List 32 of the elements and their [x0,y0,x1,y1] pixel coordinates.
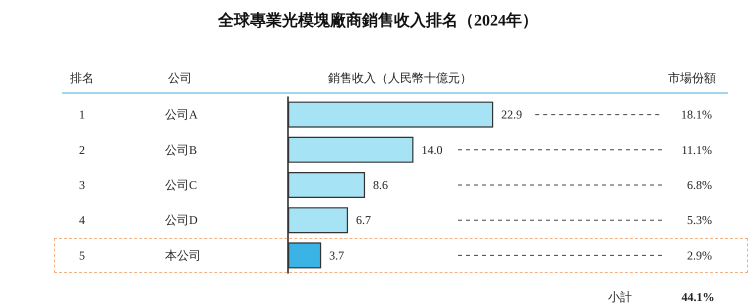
text: 11.1% [681,142,712,157]
text: 5.3% [687,213,712,228]
bar [288,102,494,128]
y-axis-title: 公司 [168,71,192,85]
text: 小計 [608,290,632,304]
data-label: 6.7 [356,213,372,228]
y-tick-label: 公司C [165,178,198,192]
data-label: 8.6 [373,178,388,192]
text: 18.1% [681,108,712,122]
text: 排名 [70,71,94,85]
text: 市場份額 [668,71,716,85]
text: 44.1% [682,290,714,304]
y-tick-label: 本公司 [165,248,201,262]
bar [288,136,414,163]
text: 6.8% [687,178,712,192]
bar [288,242,322,268]
text: 2.9% [687,248,712,262]
data-label: 3.7 [329,248,344,262]
data-label: 14.0 [421,142,442,157]
bar [288,172,366,198]
data-label: 22.9 [501,108,522,122]
text: 5 [79,248,85,262]
chart-title: 全球專業光模塊廠商銷售收入排名（2024年） [217,12,538,30]
y-tick-label: 公司A [165,108,198,122]
bar [288,207,348,234]
y-tick-label: 公司B [165,142,198,157]
text: 1 [79,108,85,122]
x-axis-title: 銷售收入（人民幣十億元） [328,71,472,85]
y-tick-label: 公司D [165,213,198,228]
text: 4 [79,213,85,228]
text: 2 [79,142,85,157]
text: 3 [79,178,85,192]
